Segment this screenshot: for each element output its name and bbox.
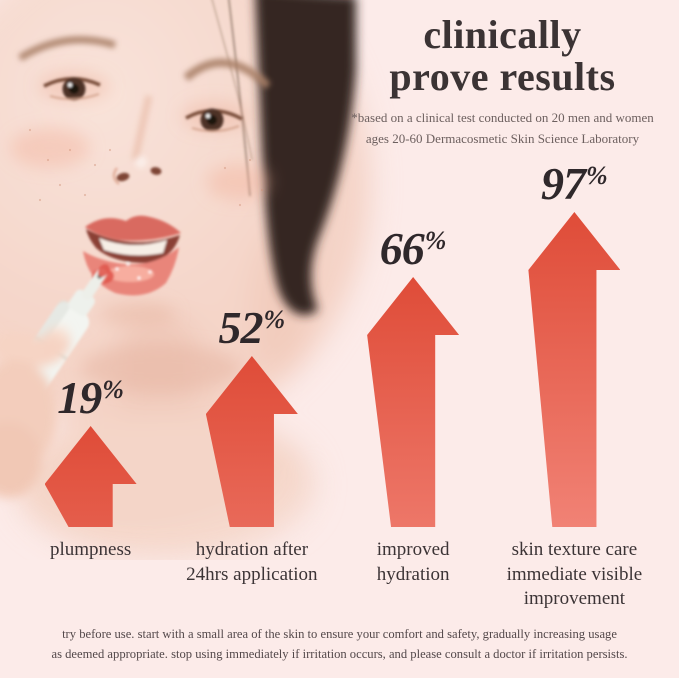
label-line: hydration [376, 563, 450, 585]
disclaimer-line-2: as deemed appropriate. stop using immedi… [51, 647, 628, 662]
label-line: 24hrs application [186, 563, 318, 585]
chart-column-improved-hydration: 66% [333, 226, 494, 527]
header: clinically prove results *based on a cli… [330, 14, 675, 150]
label-line: plumpness [49, 539, 132, 560]
category-label-skin-texture: skin texture care immediate visible impr… [494, 538, 655, 612]
chart-column-plumpness: 19% [10, 375, 171, 527]
title-line-2: prove results [389, 54, 616, 99]
chart-column-hydration-24hrs: 52% [171, 305, 332, 527]
value-label: 52% [219, 305, 286, 351]
category-labels: plumpness hydration after 24hrs applicat… [10, 538, 655, 612]
percent-sign: % [586, 161, 608, 191]
value-label: 97% [541, 161, 608, 207]
value-number: 52 [218, 302, 264, 354]
nose [112, 95, 162, 185]
eyes [43, 77, 243, 133]
usage-disclaimer: try before use. start with a small area … [0, 624, 679, 664]
up-arrow [205, 356, 298, 527]
percent-sign: % [263, 305, 286, 335]
up-arrow [528, 212, 621, 527]
results-chart: 19% 52% 66% 97% [10, 155, 655, 527]
category-label-plumpness: plumpness [10, 538, 171, 612]
hair [255, 0, 356, 315]
value-label: 66% [380, 226, 447, 272]
label-line: improved [376, 539, 450, 560]
clinical-test-note: *based on a clinical test conducted on 2… [330, 108, 675, 150]
label-line: skin texture care [511, 539, 638, 560]
up-arrow [44, 426, 137, 527]
value-number: 97 [541, 158, 586, 210]
eyebrows [18, 36, 271, 89]
up-arrow [367, 277, 460, 527]
category-label-hydration-24hrs: hydration after 24hrs application [171, 538, 332, 612]
label-line: hydration after [195, 539, 309, 560]
subtitle-line-2: ages 20-60 Dermacosmetic Skin Science La… [365, 130, 640, 146]
page-title: clinically prove results [330, 14, 675, 98]
percent-sign: % [424, 226, 447, 256]
chart-column-skin-texture: 97% [494, 161, 655, 527]
value-number: 66 [379, 223, 425, 275]
value-number: 19 [57, 372, 102, 424]
title-line-1: clinically [423, 12, 582, 57]
disclaimer-line-1: try before use. start with a small area … [62, 627, 617, 641]
label-line: immediate visible [506, 563, 643, 585]
percent-sign: % [102, 375, 124, 405]
freckles [28, 128, 264, 207]
value-label: 19% [57, 375, 124, 421]
label-line: improvement [523, 588, 626, 610]
hand [0, 326, 71, 498]
subtitle-line-1: *based on a clinical test conducted on 2… [351, 110, 654, 125]
category-label-improved-hydration: improved hydration [333, 538, 494, 612]
